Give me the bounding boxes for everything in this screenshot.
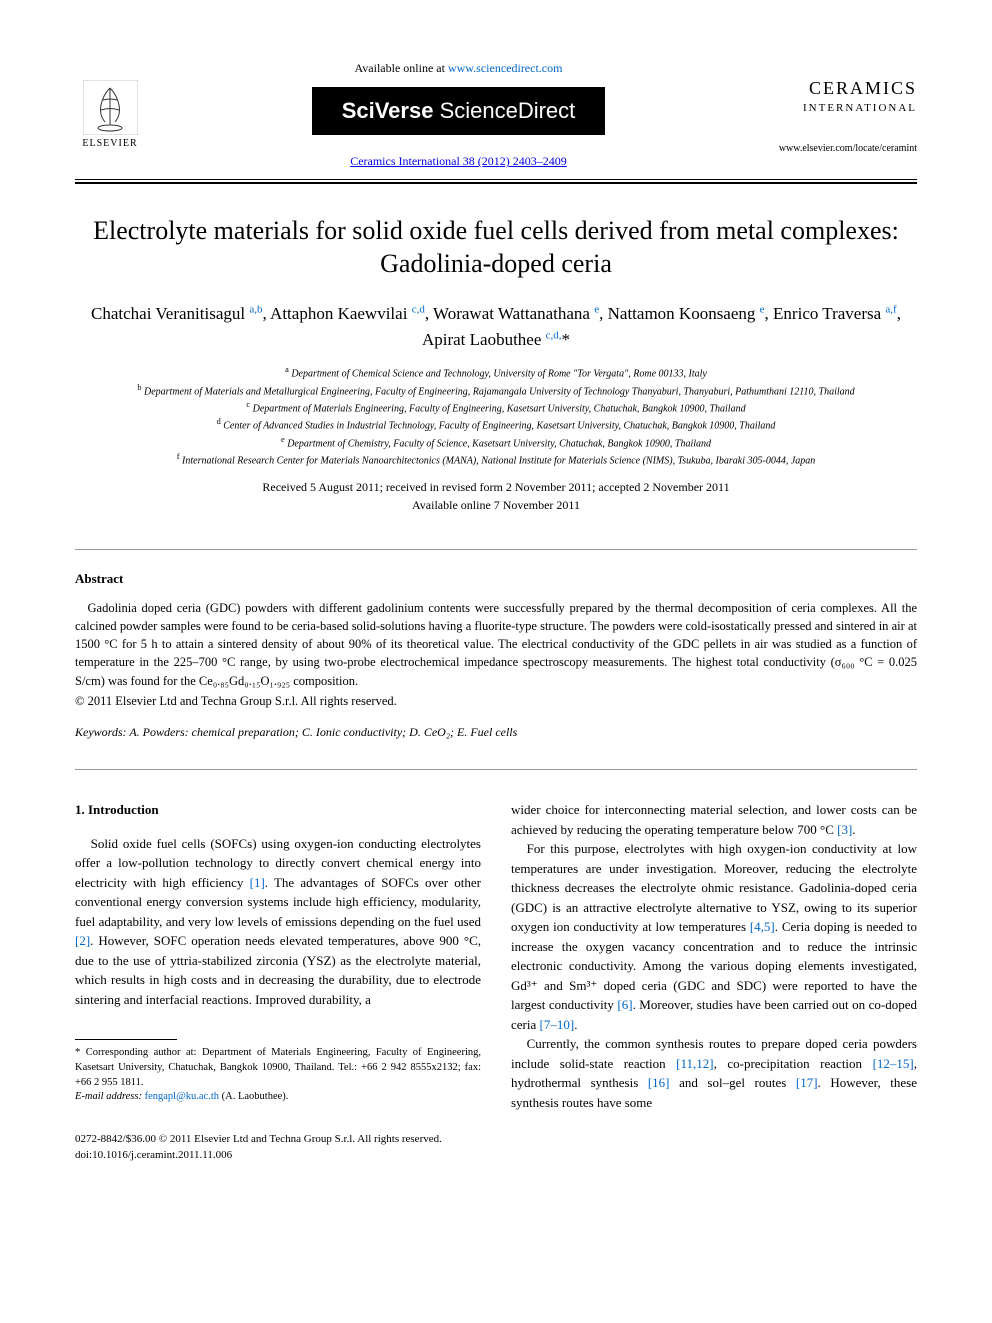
abstract-heading: Abstract [75,570,917,589]
journal-name: CERAMICS [772,75,917,101]
keywords-line: Keywords: A. Powders: chemical preparati… [75,724,917,741]
journal-ref-link[interactable]: Ceramics International 38 (2012) 2403–24… [350,154,567,168]
ref-1[interactable]: [1] [250,875,265,890]
abstract-copyright: © 2011 Elsevier Ltd and Techna Group S.r… [75,692,917,710]
page-footer: 0272-8842/$36.00 © 2011 Elsevier Ltd and… [75,1132,917,1163]
ref-7-10[interactable]: [7–10] [540,1017,575,1032]
corr-email-link[interactable]: fengapl@ku.ac.th [145,1091,219,1102]
platform-light: ScienceDirect [433,98,575,123]
header-center: Available online at www.sciencedirect.co… [145,60,772,171]
header-row: ELSEVIER Available online at www.science… [75,60,917,171]
available-text: Available online at [355,61,448,75]
authors-line: Chatchai Veranitisagul a,b, Attaphon Kae… [75,301,917,352]
ref-12-15[interactable]: [12–15] [873,1056,914,1071]
p2-text-d: . [574,1017,577,1032]
platform-logo: SciVerse ScienceDirect [312,87,606,135]
available-online: Available online at www.sciencedirect.co… [145,60,772,77]
journal-subtitle: INTERNATIONAL [772,101,917,117]
intro-para-2: For this purpose, electrolytes with high… [511,839,917,1034]
corresponding-footnote: * Corresponding author at: Department of… [75,1046,481,1105]
article-title: Electrolyte materials for solid oxide fu… [75,214,917,282]
sciencedirect-link[interactable]: www.sciencedirect.com [448,61,563,75]
intro-para-1-cont: wider choice for interconnecting materia… [511,800,917,839]
online-date: Available online 7 November 2011 [75,496,917,514]
ref-6[interactable]: [6] [617,997,632,1012]
column-left: 1. Introduction Solid oxide fuel cells (… [75,800,481,1112]
affiliation-line: c Department of Materials Engineering, F… [75,399,917,416]
affiliation-line: e Department of Chemistry, Faculty of Sc… [75,434,917,451]
p3-text-d: and sol–gel routes [670,1075,796,1090]
keywords-label: Keywords: [75,725,127,739]
journal-url: www.elsevier.com/locate/ceramint [772,142,917,157]
affiliation-line: b Department of Materials and Metallurgi… [75,382,917,399]
section-1-heading: 1. Introduction [75,800,481,820]
ref-17[interactable]: [17] [796,1075,818,1090]
journal-reference: Ceramics International 38 (2012) 2403–24… [145,153,772,170]
body-columns: 1. Introduction Solid oxide fuel cells (… [75,800,917,1112]
ref-2[interactable]: [2] [75,933,90,948]
ref-11-12[interactable]: [11,12] [676,1056,713,1071]
email-who: (A. Laobuthee). [219,1091,288,1102]
ref-4-5[interactable]: [4,5] [750,919,775,934]
corr-author-text: * Corresponding author at: Department of… [75,1046,481,1090]
elsevier-tree-icon [83,80,138,135]
abstract-rule-bottom [75,769,917,770]
affiliation-line: f International Research Center for Mate… [75,451,917,468]
keywords-text: A. Powders: chemical preparation; C. Ion… [127,725,518,739]
p1-text-c: . However, SOFC operation needs elevated… [75,933,481,1007]
publisher-name: ELSEVIER [75,137,145,152]
email-label: E-mail address: [75,1091,145,1102]
p3-text-b: , co-precipitation reaction [714,1056,873,1071]
corr-email-line: E-mail address: fengapl@ku.ac.th (A. Lao… [75,1090,481,1105]
intro-para-3: Currently, the common synthesis routes t… [511,1034,917,1112]
ref-3[interactable]: [3] [837,822,852,837]
footer-doi: doi:10.1016/j.ceramint.2011.11.006 [75,1148,917,1163]
p1c-text-a: wider choice for interconnecting materia… [511,802,917,837]
journal-logo-block: CERAMICS INTERNATIONAL www.elsevier.com/… [772,75,917,157]
intro-para-1: Solid oxide fuel cells (SOFCs) using oxy… [75,834,481,1010]
column-right: wider choice for interconnecting materia… [511,800,917,1112]
footnote-rule [75,1039,177,1040]
affiliations-block: a Department of Chemical Science and Tec… [75,364,917,468]
publisher-logo: ELSEVIER [75,80,145,152]
abstract-body: Gadolinia doped ceria (GDC) powders with… [75,599,917,690]
header-rule-1 [75,179,917,180]
header-rule-2 [75,182,917,184]
affiliation-line: d Center of Advanced Studies in Industri… [75,416,917,433]
abstract-rule-top [75,549,917,550]
platform-bold: SciVerse [342,98,434,123]
footer-copyright: 0272-8842/$36.00 © 2011 Elsevier Ltd and… [75,1132,917,1147]
affiliation-line: a Department of Chemical Science and Tec… [75,364,917,381]
ref-16[interactable]: [16] [648,1075,670,1090]
received-date: Received 5 August 2011; received in revi… [75,478,917,496]
p1c-text-b: . [852,822,855,837]
dates-block: Received 5 August 2011; received in revi… [75,478,917,514]
